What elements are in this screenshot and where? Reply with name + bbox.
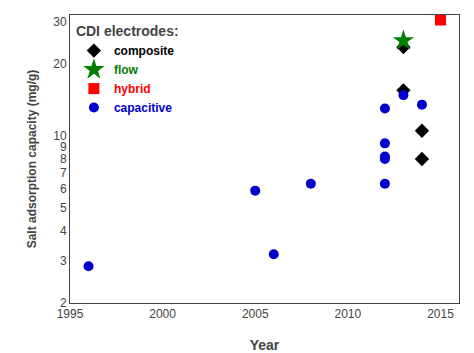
svg-text:2000: 2000 [149,307,176,321]
svg-text:CDI electrodes:: CDI electrodes: [76,23,179,39]
svg-text:Salt adsorption capacity (mg/g: Salt adsorption capacity (mg/g) [25,70,39,249]
svg-text:2: 2 [60,296,67,310]
svg-text:30: 30 [53,15,67,29]
svg-text:5: 5 [60,201,67,215]
svg-text:6: 6 [60,182,67,196]
svg-text:1995: 1995 [57,307,84,321]
svg-text:9: 9 [60,140,67,154]
svg-text:20: 20 [53,57,67,71]
svg-text:3: 3 [60,254,67,268]
svg-text:2010: 2010 [335,307,362,321]
svg-text:8: 8 [60,152,67,166]
svg-text:composite: composite [114,44,174,58]
svg-text:4: 4 [60,224,67,238]
svg-text:10: 10 [53,129,67,143]
svg-text:capacitive: capacitive [114,101,172,115]
svg-text:2015: 2015 [427,307,454,321]
svg-text:flow: flow [114,63,139,77]
svg-text:Year: Year [250,337,280,353]
svg-text:7: 7 [60,166,67,180]
svg-text:2005: 2005 [242,307,269,321]
svg-text:hybrid: hybrid [114,82,151,96]
